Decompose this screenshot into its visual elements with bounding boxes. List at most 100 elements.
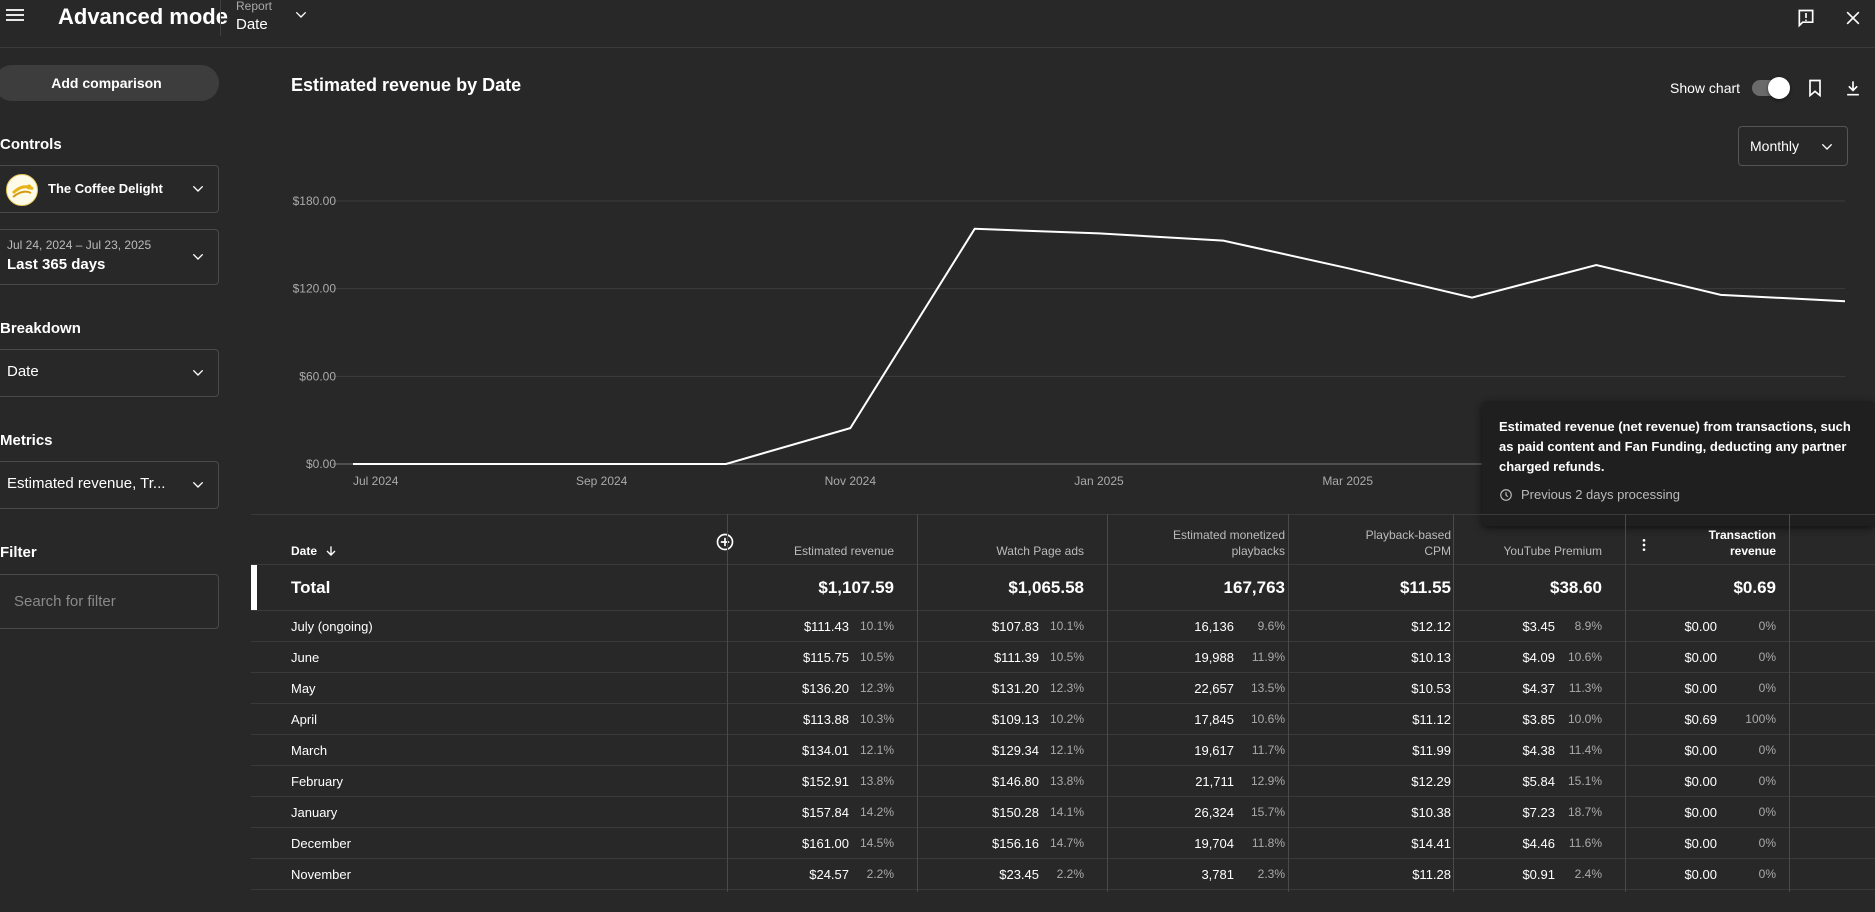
tooltip-footer: Previous 2 days processing (1499, 487, 1858, 502)
cell-wpa: $107.83 (992, 618, 1039, 634)
row-date-label: April (291, 711, 318, 727)
cell-prem: $4.37 (1522, 680, 1555, 696)
row-date-label: January (291, 804, 338, 820)
cell-wpa_pct: 10.5% (1049, 650, 1084, 664)
y-tick-label: $60.00 (299, 369, 336, 383)
table-row[interactable]: June $115.75 10.5% $111.39 10.5% 19,988 11.9% $… (251, 641, 1875, 672)
data-point[interactable] (1842, 298, 1848, 304)
cell-trans_pct: 0% (1758, 805, 1776, 819)
column-header-date[interactable]: Date (291, 515, 411, 565)
cell-rev: $157.84 (802, 804, 849, 820)
table-row[interactable]: November $24.57 2.2% $23.45 2.2% 3,781 2.3% $11… (251, 858, 1875, 889)
row-date-label: March (291, 742, 328, 758)
cell-prem_pct: 8.9% (1574, 619, 1602, 633)
metrics-selector[interactable]: Estimated revenue, Tr... (0, 461, 219, 509)
add-comparison-button[interactable]: Add comparison (0, 65, 219, 101)
chevron-down-icon (192, 253, 204, 260)
table-row[interactable]: February $152.91 13.8% $146.80 13.8% 21,711 12… (251, 765, 1875, 796)
data-point[interactable] (474, 461, 480, 467)
data-point[interactable] (599, 461, 605, 467)
column-header-watch-page-ads[interactable]: Watch Page ads (996, 544, 1084, 558)
data-point[interactable] (350, 461, 356, 467)
cell-wpa: $150.28 (992, 804, 1039, 820)
column-label-line: revenue (1729, 544, 1776, 558)
table-row[interactable]: May $136.20 12.3% $131.20 12.3% 22,657 13.5% $1… (251, 672, 1875, 703)
table-row[interactable]: April $113.88 10.3% $109.13 10.2% 17,845 10.6%… (251, 703, 1875, 734)
y-tick-label: $120.00 (293, 282, 337, 296)
cell-play_pct: 2.3% (1257, 867, 1285, 881)
download-icon[interactable] (1843, 78, 1863, 98)
cell-play: 3,781 (1201, 866, 1234, 882)
column-header-playback-cpm[interactable]: Playback-based CPM (1291, 515, 1451, 565)
report-value[interactable]: Date (236, 16, 268, 33)
column-header-youtube-premium[interactable]: YouTube Premium (1503, 544, 1603, 558)
cell-trans: $0.00 (1684, 804, 1717, 820)
hamburger-menu-icon[interactable] (6, 6, 28, 28)
table-row[interactable]: March $134.01 12.1% $129.34 12.1% 19,617 11.7%… (251, 734, 1875, 765)
date-range-sub: Jul 24, 2024 – Jul 23, 2025 (7, 238, 152, 252)
data-point[interactable] (1718, 292, 1724, 298)
column-divider (1789, 514, 1790, 892)
cell-play: 17,845 (1194, 711, 1234, 727)
chevron-down-icon (1821, 143, 1833, 150)
cell-wpa_pct: 13.8% (1049, 774, 1084, 788)
data-point[interactable] (1345, 265, 1351, 271)
chevron-down-icon[interactable] (293, 7, 309, 23)
cell-trans_pct: 100% (1745, 712, 1776, 726)
metrics-value: Estimated revenue, Tr... (7, 475, 166, 492)
cell-wpa: $109.13 (992, 711, 1039, 727)
column-header-transaction-revenue[interactable]: Transaction revenue (1661, 515, 1776, 565)
chevron-down-icon (192, 481, 204, 488)
x-tick-label: Nov 2024 (825, 474, 877, 488)
total-transaction-revenue: $0.69 (1733, 577, 1776, 597)
table-row[interactable]: January $157.84 14.2% $150.28 14.1% 26,324 15.… (251, 796, 1875, 827)
show-chart-toggle[interactable] (1752, 77, 1790, 99)
table-body: July (ongoing) $111.43 10.1% $107.83 10.1% 16… (251, 610, 1875, 889)
cell-prem_pct: 2.4% (1574, 867, 1602, 881)
data-point[interactable] (1220, 238, 1226, 244)
cell-trans_pct: 0% (1758, 774, 1776, 788)
cell-wpa_pct: 12.3% (1049, 681, 1084, 695)
cell-trans: $0.00 (1684, 773, 1717, 789)
cell-wpa: $156.16 (992, 835, 1039, 851)
cell-trans: $0.00 (1684, 618, 1717, 634)
data-point[interactable] (723, 461, 729, 467)
breakdown-selector[interactable]: Date (0, 349, 219, 397)
date-range-selector[interactable]: Jul 24, 2024 – Jul 23, 2025 Last 365 day… (0, 229, 219, 285)
cell-play: 21,711 (1195, 773, 1234, 789)
cell-wpa_pct: 2.2% (1056, 867, 1084, 881)
cell-rev: $136.20 (802, 680, 849, 696)
cell-prem_pct: 10.6% (1567, 650, 1602, 664)
cell-rev_pct: 13.8% (859, 774, 894, 788)
data-point[interactable] (972, 226, 978, 232)
cell-wpa_pct: 10.1% (1049, 619, 1084, 633)
data-point[interactable] (1469, 295, 1475, 301)
cell-rev_pct: 12.3% (859, 681, 894, 695)
data-point[interactable] (847, 425, 853, 431)
table-row[interactable]: December $161.00 14.5% $156.16 14.7% 19,704 11… (251, 827, 1875, 858)
total-playback-cpm: $11.55 (1399, 577, 1451, 597)
column-divider (917, 514, 918, 892)
cell-play: 19,704 (1194, 835, 1234, 851)
bookmark-icon[interactable] (1805, 78, 1825, 98)
data-point[interactable] (1096, 230, 1102, 236)
close-icon[interactable] (1843, 8, 1863, 28)
cell-wpa_pct: 14.7% (1049, 836, 1084, 850)
cell-wpa: $111.39 (993, 649, 1039, 665)
x-tick-label: Sep 2024 (576, 474, 628, 488)
filter-search-input[interactable] (0, 574, 219, 629)
cell-prem: $7.23 (1522, 804, 1555, 820)
column-header-monetized-playbacks[interactable]: Estimated monetized playbacks (1109, 515, 1285, 565)
cell-prem_pct: 15.1% (1567, 774, 1602, 788)
feedback-icon[interactable] (1796, 8, 1816, 28)
cell-wpa: $131.20 (992, 680, 1039, 696)
channel-selector[interactable]: The Coffee Delight (0, 165, 219, 213)
page-title: Advanced mode (58, 4, 228, 29)
table-row[interactable]: July (ongoing) $111.43 10.1% $107.83 10.1% 16… (251, 610, 1875, 641)
cell-play_pct: 9.6% (1257, 619, 1285, 633)
chevron-down-icon (192, 185, 204, 192)
column-header-estimated-revenue[interactable]: Estimated revenue (793, 544, 894, 558)
data-point[interactable] (1593, 262, 1599, 268)
interval-select[interactable]: Monthly (1738, 126, 1848, 166)
more-vert-icon[interactable] (1636, 537, 1652, 553)
